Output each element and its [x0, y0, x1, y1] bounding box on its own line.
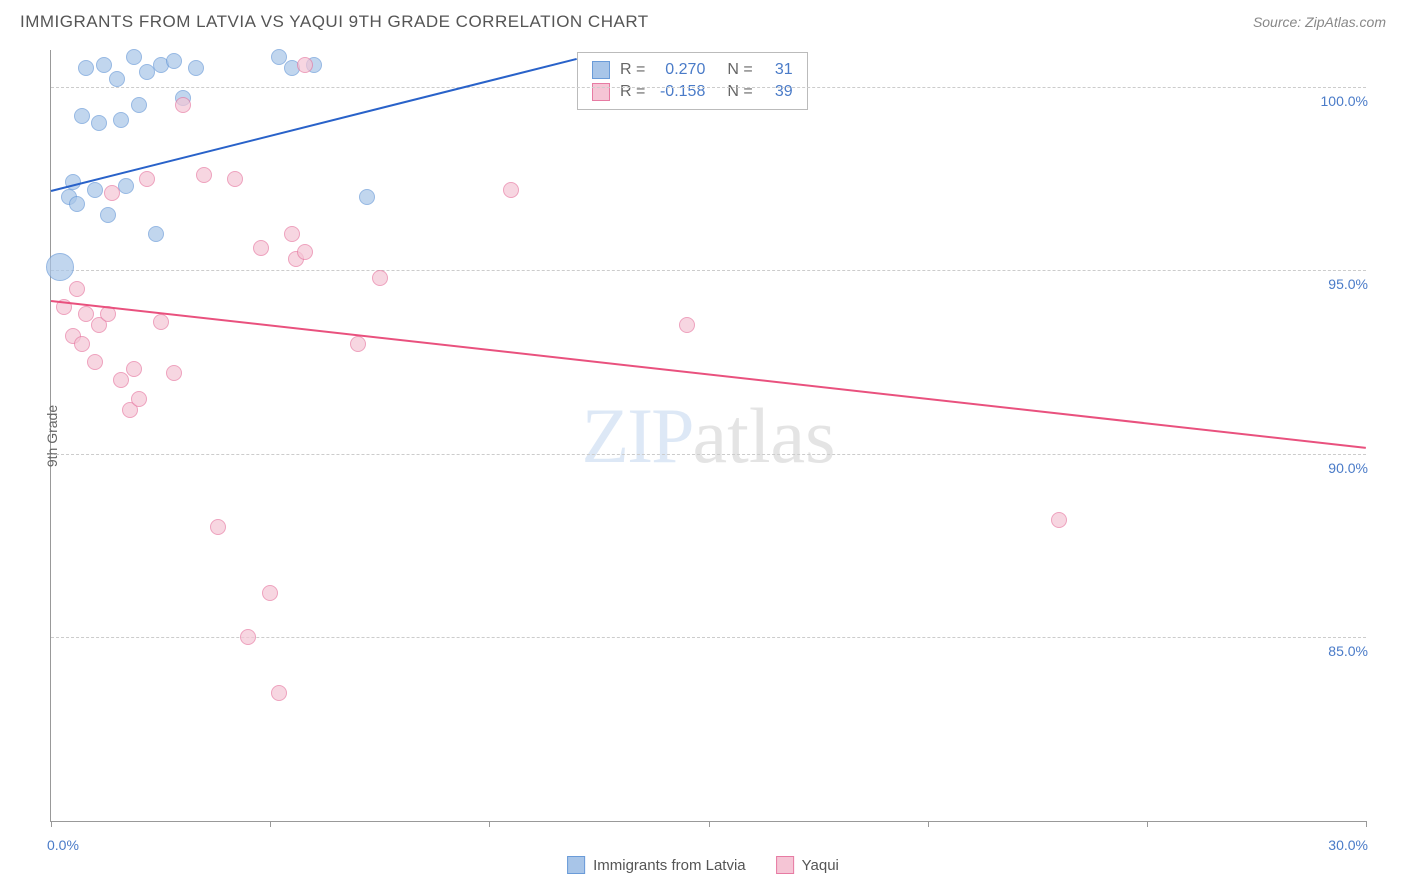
data-point — [46, 253, 74, 281]
data-point — [297, 57, 313, 73]
data-point — [131, 391, 147, 407]
data-point — [166, 365, 182, 381]
data-point — [74, 108, 90, 124]
data-point — [253, 240, 269, 256]
ytick-label: 95.0% — [1328, 276, 1368, 292]
data-point — [87, 182, 103, 198]
xtick-mark — [1147, 821, 1148, 827]
xtick-mark — [709, 821, 710, 827]
data-point — [271, 685, 287, 701]
watermark: ZIPatlas — [582, 391, 836, 481]
data-point — [166, 53, 182, 69]
correlation-legend: R = 0.270 N = 31 R = -0.158 N = 39 — [577, 52, 808, 110]
legend-r-value: -0.158 — [655, 83, 705, 101]
data-point — [131, 97, 147, 113]
watermark-zip: ZIP — [582, 392, 693, 479]
data-point — [284, 226, 300, 242]
data-point — [74, 336, 90, 352]
legend-swatch — [592, 83, 610, 101]
header: IMMIGRANTS FROM LATVIA VS YAQUI 9TH GRAD… — [0, 0, 1406, 40]
data-point — [240, 629, 256, 645]
data-point — [126, 361, 142, 377]
bottom-legend: Immigrants from Latvia Yaqui — [567, 856, 839, 874]
chart-source: Source: ZipAtlas.com — [1253, 14, 1386, 30]
xtick-mark — [270, 821, 271, 827]
data-point — [148, 226, 164, 242]
data-point — [153, 314, 169, 330]
xtick-mark — [1366, 821, 1367, 827]
data-point — [372, 270, 388, 286]
data-point — [69, 281, 85, 297]
data-point — [175, 97, 191, 113]
data-point — [87, 354, 103, 370]
data-point — [262, 585, 278, 601]
legend-n-label: N = — [727, 83, 752, 101]
data-point — [96, 57, 112, 73]
legend-swatch-latvia — [567, 856, 585, 874]
ytick-label: 90.0% — [1328, 460, 1368, 476]
legend-item-yaqui: Yaqui — [776, 856, 839, 874]
data-point — [139, 171, 155, 187]
legend-n-label: N = — [727, 61, 752, 79]
correlation-legend-row: R = 0.270 N = 31 — [592, 59, 793, 81]
data-point — [104, 185, 120, 201]
data-point — [188, 60, 204, 76]
legend-item-latvia: Immigrants from Latvia — [567, 856, 746, 874]
correlation-legend-row: R = -0.158 N = 39 — [592, 81, 793, 103]
legend-swatch-yaqui — [776, 856, 794, 874]
legend-n-value: 31 — [763, 61, 793, 79]
legend-label-latvia: Immigrants from Latvia — [593, 857, 746, 874]
legend-n-value: 39 — [763, 83, 793, 101]
data-point — [196, 167, 212, 183]
xtick-label: 30.0% — [1328, 837, 1368, 853]
data-point — [113, 372, 129, 388]
data-point — [78, 60, 94, 76]
xtick-mark — [928, 821, 929, 827]
data-point — [100, 207, 116, 223]
y-axis-label: 9th Grade — [44, 404, 60, 466]
xtick-mark — [489, 821, 490, 827]
legend-r-label: R = — [620, 83, 645, 101]
legend-r-value: 0.270 — [655, 61, 705, 79]
legend-r-label: R = — [620, 61, 645, 79]
data-point — [69, 196, 85, 212]
data-point — [210, 519, 226, 535]
data-point — [91, 115, 107, 131]
gridline — [51, 454, 1366, 455]
data-point — [126, 49, 142, 65]
data-point — [503, 182, 519, 198]
gridline — [51, 270, 1366, 271]
legend-swatch — [592, 61, 610, 79]
data-point — [109, 71, 125, 87]
data-point — [113, 112, 129, 128]
trend-line — [51, 57, 577, 191]
xtick-mark — [51, 821, 52, 827]
xtick-label: 0.0% — [47, 837, 79, 853]
data-point — [679, 317, 695, 333]
data-point — [297, 244, 313, 260]
data-point — [350, 336, 366, 352]
data-point — [227, 171, 243, 187]
chart-title: IMMIGRANTS FROM LATVIA VS YAQUI 9TH GRAD… — [20, 12, 649, 32]
chart-area: 9th Grade ZIPatlas R =0.270N =31R =-0.15… — [50, 50, 1366, 822]
data-point — [1051, 512, 1067, 528]
trend-line — [51, 300, 1366, 449]
watermark-atlas: atlas — [693, 392, 836, 479]
gridline — [51, 87, 1366, 88]
ytick-label: 100.0% — [1321, 93, 1368, 109]
legend-label-yaqui: Yaqui — [802, 857, 839, 874]
data-point — [359, 189, 375, 205]
ytick-label: 85.0% — [1328, 643, 1368, 659]
